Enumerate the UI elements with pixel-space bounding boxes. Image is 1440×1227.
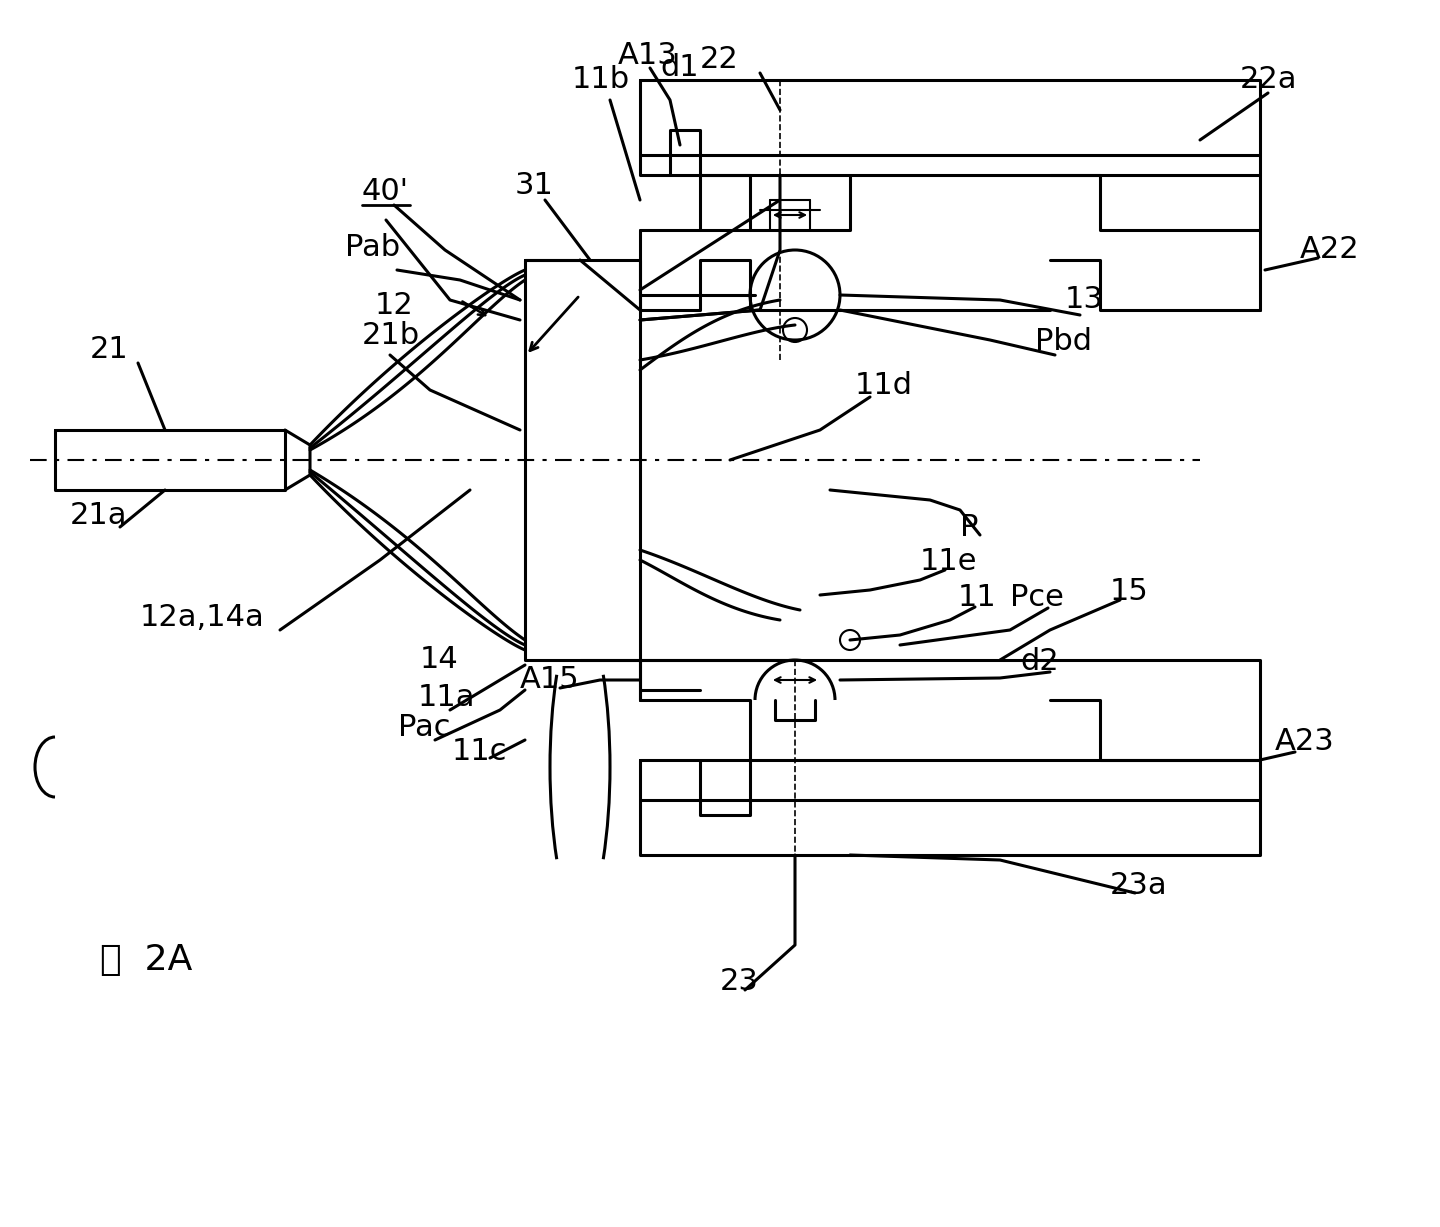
Text: 13: 13 xyxy=(1066,286,1104,314)
Text: 12: 12 xyxy=(374,291,413,319)
Text: 21b: 21b xyxy=(361,320,420,350)
Text: 12a,14a: 12a,14a xyxy=(140,604,265,632)
Text: 11a: 11a xyxy=(418,683,475,713)
Text: 11: 11 xyxy=(958,584,996,612)
Text: d1: d1 xyxy=(660,54,698,82)
Text: d2: d2 xyxy=(1020,648,1058,676)
Text: 23a: 23a xyxy=(1110,870,1168,899)
Text: P: P xyxy=(960,514,978,542)
Text: 14: 14 xyxy=(420,645,459,675)
Text: A23: A23 xyxy=(1274,728,1335,757)
Text: 图  2A: 图 2A xyxy=(99,944,193,977)
Text: 21: 21 xyxy=(89,335,128,364)
Text: Pce: Pce xyxy=(1009,584,1064,612)
Text: A15: A15 xyxy=(520,665,580,694)
Text: 11b: 11b xyxy=(572,65,631,94)
Text: Pac: Pac xyxy=(397,713,451,742)
Text: A13: A13 xyxy=(618,40,678,70)
Text: 22: 22 xyxy=(700,45,739,75)
Text: Pab: Pab xyxy=(346,233,400,263)
Text: 31: 31 xyxy=(516,171,554,200)
Text: 23: 23 xyxy=(720,968,759,996)
Text: 15: 15 xyxy=(1110,578,1149,606)
Text: 40': 40' xyxy=(361,178,409,206)
Text: 11e: 11e xyxy=(920,547,978,577)
Text: 11d: 11d xyxy=(855,371,913,400)
Text: A22: A22 xyxy=(1300,236,1359,265)
Text: 11c: 11c xyxy=(452,737,507,767)
Text: 21a: 21a xyxy=(71,501,128,530)
Text: 22a: 22a xyxy=(1240,65,1297,94)
Text: Pbd: Pbd xyxy=(1035,328,1092,357)
